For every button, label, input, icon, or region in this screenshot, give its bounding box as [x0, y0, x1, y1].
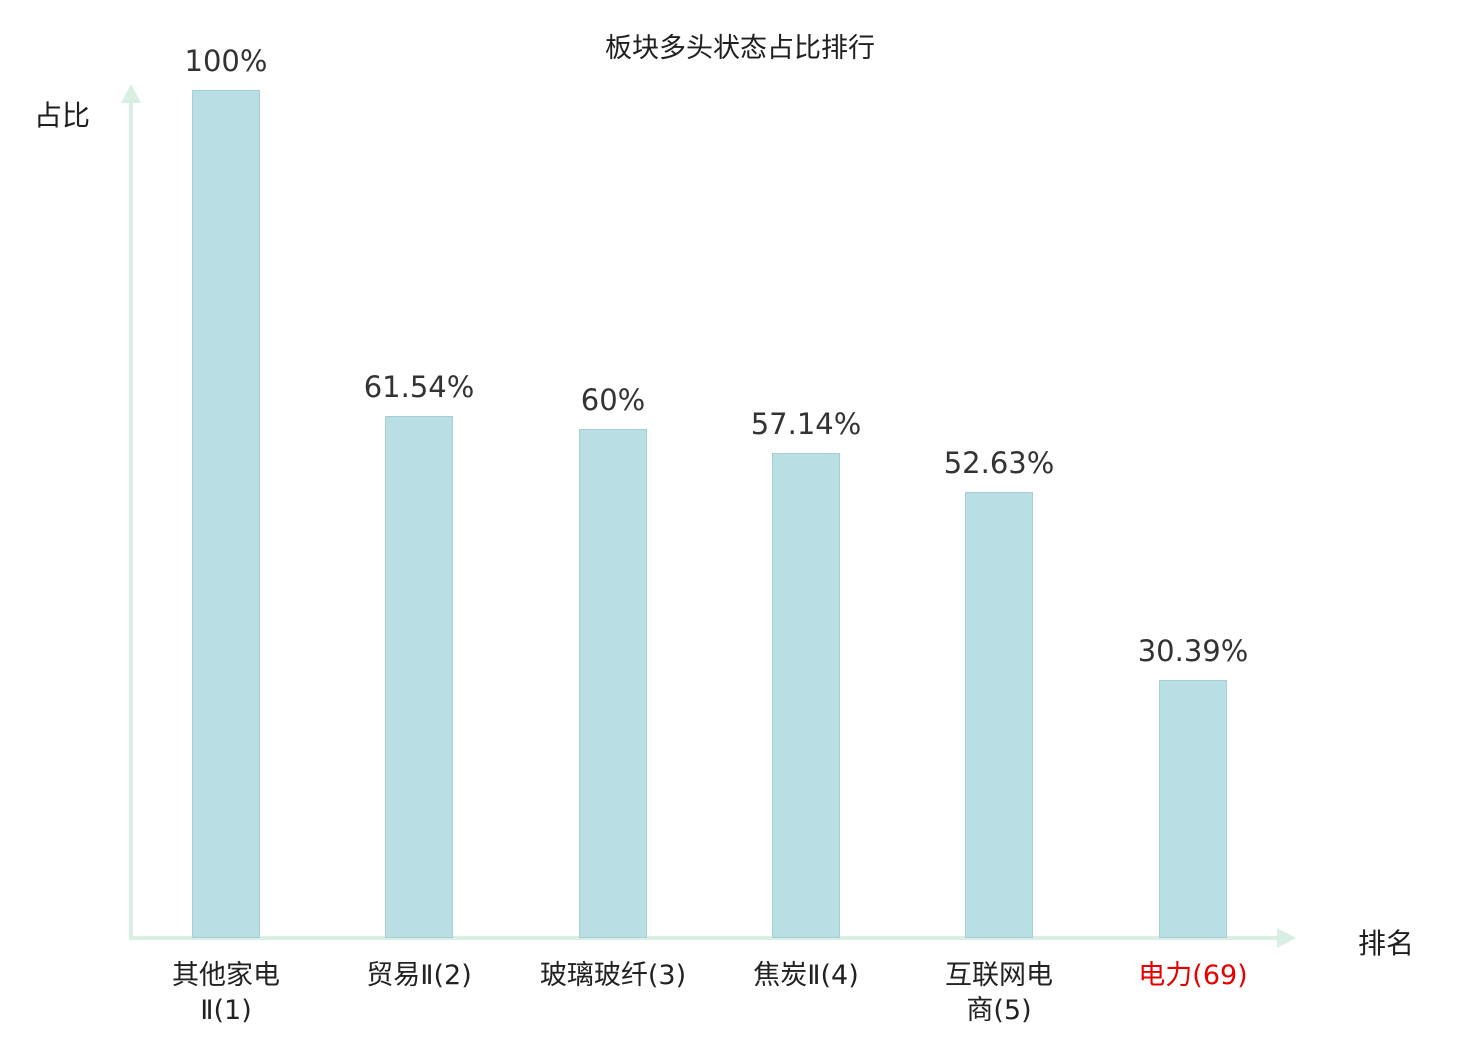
bar [1159, 680, 1227, 938]
category-label: 焦炭Ⅱ(4) [753, 960, 859, 991]
x-axis-label: 排名 [1358, 927, 1415, 960]
y-axis-arrow-icon [121, 84, 141, 103]
category-label: 电力(69) [1138, 960, 1248, 991]
bar-value-label: 52.63% [943, 445, 1055, 480]
bar-value-label: 30.39% [1137, 634, 1249, 669]
bar-value-label: 100% [184, 44, 268, 78]
category-label: 其他家电 Ⅱ(1) [172, 960, 280, 1027]
x-axis-arrow-icon [1277, 928, 1296, 948]
bar [772, 453, 840, 938]
chart-title: 板块多头状态占比排行 [605, 33, 875, 64]
bar-value-label: 61.54% [363, 370, 475, 405]
category-label: 贸易Ⅱ(2) [366, 960, 472, 991]
bar [192, 90, 260, 938]
category-label: 玻璃玻纤(3) [539, 960, 687, 991]
bar [579, 429, 647, 938]
bar [385, 416, 453, 938]
y-axis-label: 占比 [34, 99, 91, 132]
bar [965, 491, 1033, 938]
bar-value-label: 60% [580, 383, 646, 418]
plot-area: 100% 其他家电 Ⅱ(1) 61.54% 贸易Ⅱ(2) 60% 玻璃玻纤(3) 57.14… [130, 44, 1330, 1026]
bar-value-label: 57.14% [750, 407, 862, 442]
category-label: 互联网电 商(5) [945, 960, 1053, 1027]
